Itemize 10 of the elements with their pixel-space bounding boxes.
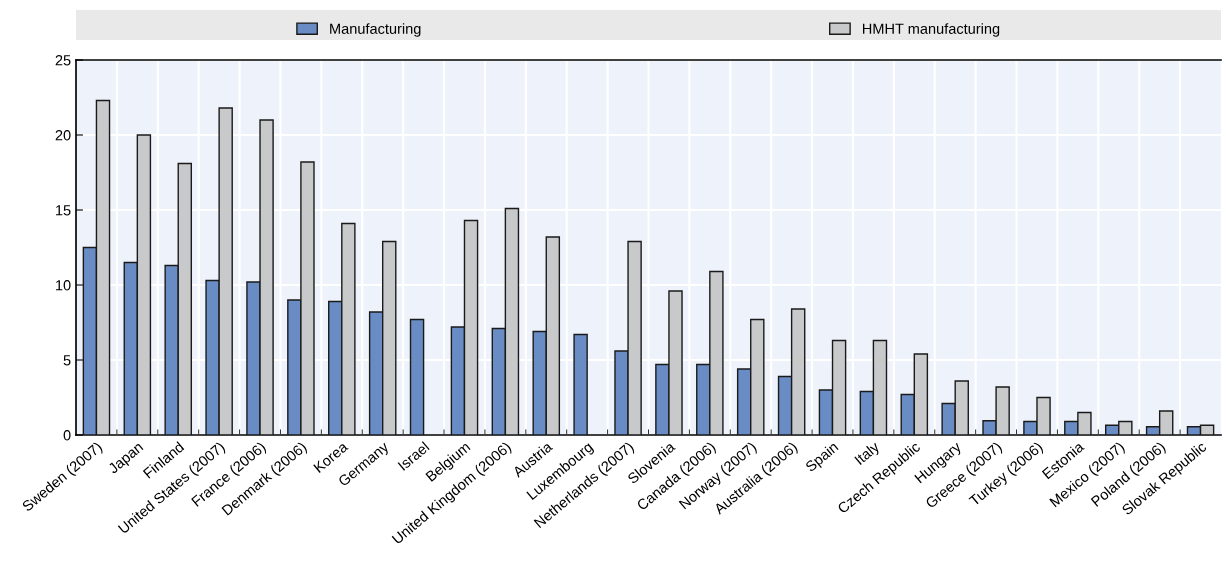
y-tick-label: 25 (55, 55, 71, 66)
bar (409, 318, 425, 435)
bar (573, 333, 588, 435)
y-tick-label: 15 (56, 205, 71, 216)
legend-label: HMHT manufacturing (862, 23, 1000, 37)
legend-label: Manufacturing (330, 23, 421, 37)
y-tick-label: 5 (63, 355, 71, 366)
y-tick-label: 0 (63, 430, 71, 441)
y-tick-label: 10 (56, 280, 71, 291)
y-tick-label: 20 (55, 130, 71, 141)
